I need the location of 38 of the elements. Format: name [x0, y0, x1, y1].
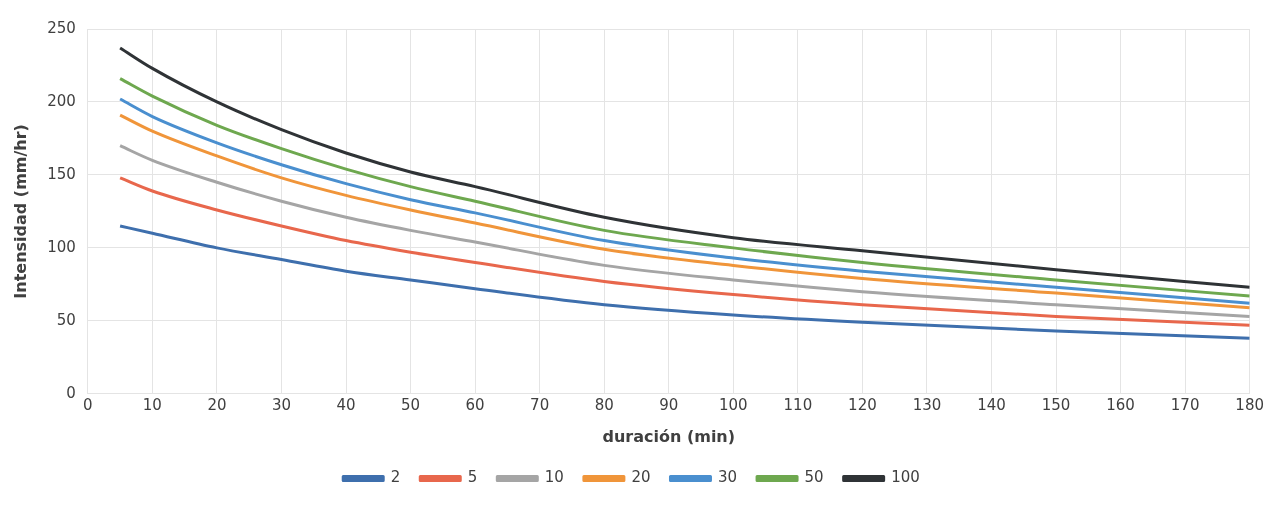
x-axis-title: duración (min) [602, 426, 736, 446]
line-series [118, 46, 1250, 289]
x-tick-label: 60 [465, 395, 485, 414]
legend-label: 10 [544, 468, 564, 487]
x-tick-label: 130 [912, 395, 942, 414]
x-tick-label: 150 [1041, 395, 1071, 414]
legend-label: 2 [390, 468, 401, 487]
x-tick-label: 50 [401, 395, 421, 414]
y-tick-label: 0 [66, 383, 76, 402]
legend-label: 50 [804, 468, 824, 487]
x-tick-label: 20 [207, 395, 227, 414]
y-axis-title: Intensidad (mm/hr) [10, 124, 30, 299]
line-series [118, 144, 1250, 318]
line-series [118, 224, 1250, 340]
y-tick-label: 50 [56, 310, 76, 329]
y-tick-label: 200 [47, 91, 76, 110]
line-series [118, 176, 1250, 327]
legend-label: 20 [631, 468, 651, 487]
x-tick-label: 120 [848, 395, 877, 414]
x-tick-label: 170 [1170, 395, 1200, 414]
x-tick-label: 40 [336, 395, 356, 414]
y-tick-label: 150 [47, 164, 76, 183]
x-tick-label: 90 [659, 395, 679, 414]
x-tick-label: 70 [530, 395, 550, 414]
legend-label: 100 [891, 468, 920, 487]
x-tick-label: 30 [271, 395, 292, 414]
x-tick-label: 140 [977, 395, 1006, 414]
legend-label: 30 [717, 468, 738, 487]
y-tick-label: 250 [47, 18, 76, 37]
x-tick-label: 10 [142, 395, 162, 414]
y-tick-label: 100 [47, 237, 76, 256]
x-tick-label: 110 [783, 395, 813, 414]
x-tick-label: 180 [1235, 395, 1265, 414]
x-tick-label: 100 [718, 395, 748, 414]
legend-label: 5 [467, 468, 478, 487]
x-tick-label: 160 [1106, 395, 1135, 414]
x-tick-label: 80 [594, 395, 614, 414]
x-tick-label: 0 [83, 395, 93, 414]
